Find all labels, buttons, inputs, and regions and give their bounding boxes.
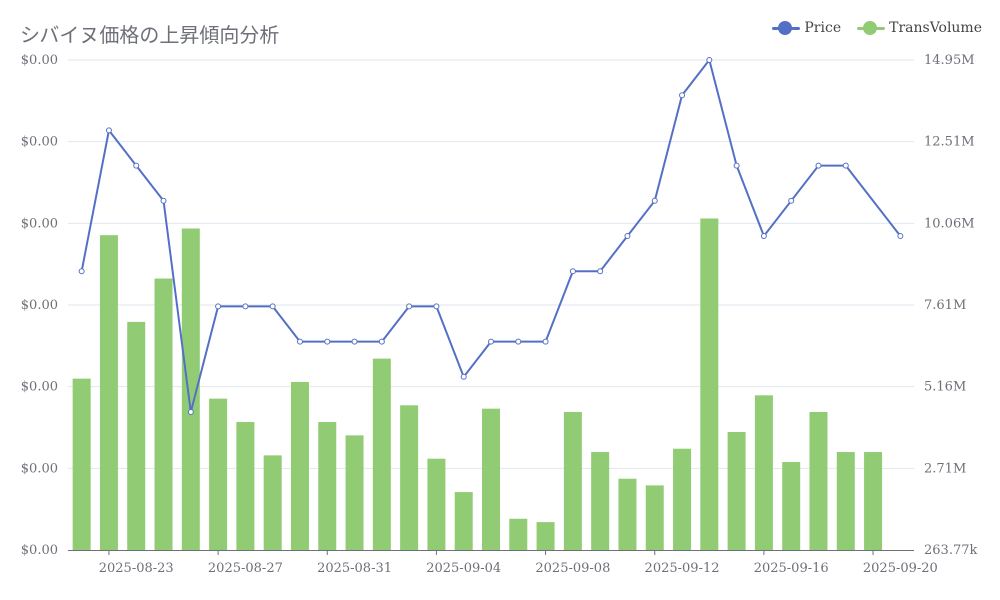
- right-axis-tick-label: 5.16M: [924, 380, 966, 395]
- right-axis-tick-label: 12.51M: [924, 135, 975, 150]
- volume-bar: [645, 485, 664, 550]
- volume-bar: [482, 408, 500, 550]
- legend-item-transvolume[interactable]: TransVolume: [857, 20, 982, 36]
- volume-bar: [318, 422, 337, 550]
- volume-bar: [673, 448, 692, 550]
- volume-bar: [754, 395, 773, 550]
- price-point: [187, 409, 194, 416]
- left-axis-tick-label: $0.00: [21, 380, 58, 395]
- volume-bar: [290, 381, 309, 550]
- volume-bar: [727, 432, 746, 550]
- price-point: [788, 197, 795, 204]
- price-point: [242, 303, 249, 310]
- volume-bar: [181, 228, 200, 551]
- x-axis-tick-label: 2025-09-12: [645, 561, 720, 576]
- volume-bar: [345, 435, 364, 550]
- price-point: [296, 338, 303, 345]
- left-axis-tick-label: $0.00: [21, 53, 58, 68]
- price-point: [269, 303, 276, 310]
- price-point: [597, 268, 604, 275]
- left-axis-tick-label: $0.00: [21, 543, 58, 558]
- price-point: [706, 57, 713, 63]
- price-point: [488, 338, 494, 345]
- left-axis-tick-label: $0.00: [21, 216, 58, 231]
- price-line: [80, 57, 902, 413]
- volume-bar: [400, 405, 419, 550]
- volume-bar: [154, 278, 173, 550]
- volume-bar: [536, 522, 555, 550]
- price-point: [160, 197, 167, 204]
- right-axis-tick-label: 14.95M: [924, 53, 975, 68]
- price-point: [515, 338, 522, 345]
- volume-bar: [236, 422, 255, 550]
- price-point: [569, 268, 576, 275]
- price-point: [542, 338, 549, 345]
- volume-bar: [836, 452, 855, 550]
- x-axis-tick-label: 2025-08-23: [99, 561, 174, 576]
- volume-bar: [99, 235, 118, 551]
- price-point: [842, 162, 849, 169]
- price-legend-icon: [772, 21, 801, 35]
- volume-bar: [618, 478, 637, 550]
- price-point: [105, 127, 112, 134]
- price-point: [78, 268, 85, 275]
- chart-title: シバイヌ価格の上昇傾向分析: [20, 23, 280, 47]
- right-axis-tick-label: 7.61M: [924, 298, 966, 313]
- price-point: [897, 233, 904, 240]
- left-axis-tick-label: $0.00: [21, 135, 58, 150]
- price-point: [460, 373, 467, 380]
- price-point: [324, 338, 331, 345]
- legend: Price TransVolume: [772, 20, 982, 36]
- volume-bar: [864, 452, 883, 550]
- x-axis-tick-label: 2025-09-20: [863, 561, 938, 576]
- price-point: [760, 233, 767, 240]
- price-point: [624, 233, 631, 240]
- volume-bar: [72, 378, 91, 550]
- volume-bar: [427, 458, 446, 550]
- left-axis-tick-label: $0.00: [21, 298, 58, 313]
- volume-bar: [372, 358, 391, 550]
- price-point: [433, 303, 440, 310]
- left-axis-tick-label: $0.00: [21, 461, 58, 476]
- right-axis-tick-label: 2.71M: [924, 461, 966, 476]
- volume-bar: [509, 518, 528, 550]
- x-axis-tick-label: 2025-09-16: [754, 561, 829, 576]
- legend-label-price: Price: [804, 20, 842, 36]
- volume-bar: [263, 455, 282, 550]
- volume-bar: [782, 462, 801, 550]
- price-point: [733, 162, 740, 169]
- price-point: [651, 197, 658, 204]
- volume-bar: [563, 411, 582, 550]
- price-point: [215, 303, 222, 310]
- price-point: [133, 162, 140, 169]
- price-point: [406, 303, 413, 310]
- x-axis-tick-label: 2025-08-31: [317, 561, 392, 576]
- price-point: [815, 162, 822, 169]
- right-axis-tick-label: 263.77k: [924, 543, 977, 558]
- volume-bar: [591, 452, 610, 550]
- price-point: [679, 92, 686, 99]
- volume-bar: [454, 492, 473, 550]
- volume-bar: [209, 398, 228, 550]
- legend-item-price[interactable]: Price: [772, 20, 841, 36]
- price-point: [378, 338, 385, 345]
- x-axis-tick-label: 2025-08-27: [208, 561, 283, 576]
- volume-bar: [700, 218, 719, 550]
- legend-label-transvolume: TransVolume: [889, 20, 982, 36]
- transvolume-legend-icon: [857, 21, 886, 35]
- right-axis-tick-label: 10.06M: [924, 216, 975, 231]
- x-axis-tick-label: 2025-09-04: [426, 561, 501, 576]
- volume-bar: [809, 411, 828, 550]
- x-axis-tick-label: 2025-09-08: [535, 561, 610, 576]
- volume-bar: [127, 321, 146, 550]
- price-point: [351, 338, 358, 345]
